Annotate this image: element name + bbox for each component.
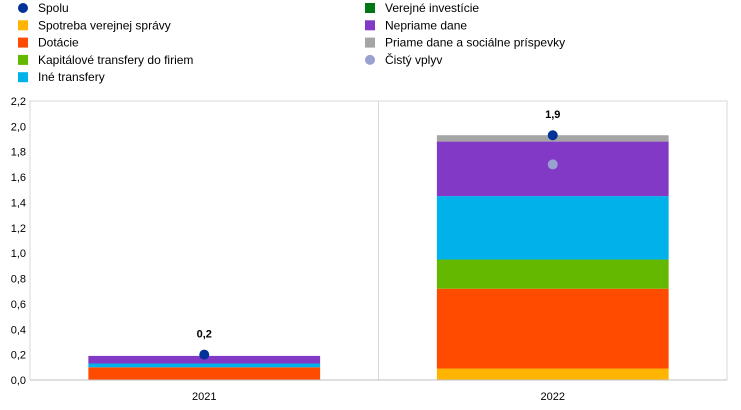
legend-marker-spotreba-verejnej-spravy bbox=[18, 20, 28, 31]
legend-marker-spolu bbox=[18, 3, 28, 13]
x-tick-label-2022: 2022 bbox=[541, 391, 565, 403]
legend-marker-ine-transfery bbox=[18, 72, 28, 83]
bar-ine-transfery-2021 bbox=[88, 363, 321, 368]
legend-label-kapitalove-transfery-do-firiem: Kapitálové transfery do firiem bbox=[38, 53, 193, 67]
bar-kapitalove-transfery-do-firiem-2022 bbox=[436, 259, 669, 289]
legend-label-ine-transfery: Iné transfery bbox=[38, 70, 105, 84]
legend-marker-cisty-vplyv bbox=[365, 54, 375, 65]
legend-marker-nepriame-dane bbox=[365, 20, 375, 31]
legend-label-cisty-vplyv: Čistý vplyv bbox=[385, 52, 442, 67]
legend-label-spolu: Spolu bbox=[38, 1, 69, 15]
y-tick-label: 1,0 bbox=[11, 248, 26, 260]
legend-label-verejne-investicie: Verejné investície bbox=[385, 1, 479, 15]
x-tick-label-2021: 2021 bbox=[192, 391, 216, 403]
bar-dotacie-2022 bbox=[436, 288, 669, 369]
y-tick-label: 1,8 bbox=[11, 147, 26, 159]
data-label-total-2022: 1,9 bbox=[545, 109, 560, 121]
legend-marker-kapitalove-transfery-do-firiem bbox=[18, 54, 28, 65]
y-tick-label: 1,6 bbox=[11, 172, 26, 184]
plot-area: 0,0 0,2 0,4 0,6 0,8 1,0 1,2 1,4 1,6 1,8 2,0 2,2 2021… bbox=[11, 96, 728, 403]
y-tick-label: 1,4 bbox=[11, 197, 26, 209]
bar-dotacie-2021 bbox=[88, 367, 321, 380]
legend-label-dotacie: Dotácie bbox=[38, 36, 79, 50]
y-tick-label: 2,0 bbox=[11, 121, 26, 133]
y-tick-label: 0,8 bbox=[11, 274, 26, 286]
data-label-total-2021: 0,2 bbox=[197, 329, 212, 341]
y-tick-label: 2,2 bbox=[11, 96, 26, 108]
legend-label-priame-dane-a-socialne-prispevky: Priame dane a sociálne príspevky bbox=[385, 36, 565, 50]
y-tick-label: 0,4 bbox=[11, 324, 26, 336]
y-tick-label: 0,6 bbox=[11, 299, 26, 311]
y-tick-label: 0,0 bbox=[11, 375, 26, 387]
bar-spotreba-verejnej-spravy-2022 bbox=[436, 368, 669, 380]
point-spolu-2021 bbox=[199, 349, 210, 360]
legend: Spolu Spotreba verejnej správy Dotácie Kapi… bbox=[18, 1, 565, 84]
legend-marker-verejne-investicie bbox=[365, 3, 375, 13]
legend-label-spotreba-verejnej-spravy: Spotreba verejnej správy bbox=[38, 18, 171, 32]
bar-nepriame-dane-2021 bbox=[88, 355, 321, 364]
legend-marker-priame-dane-a-socialne-prispevky bbox=[365, 37, 375, 48]
bar-ine-transfery-2022 bbox=[436, 196, 669, 260]
y-tick-label: 0,2 bbox=[11, 350, 26, 362]
legend-marker-dotacie bbox=[18, 37, 28, 48]
point-spolu-2022 bbox=[547, 130, 558, 141]
point-cisty-vplyv-2022 bbox=[547, 159, 558, 170]
y-tick-label: 1,2 bbox=[11, 223, 26, 235]
legend-label-nepriame-dane: Nepriame dane bbox=[385, 18, 467, 32]
